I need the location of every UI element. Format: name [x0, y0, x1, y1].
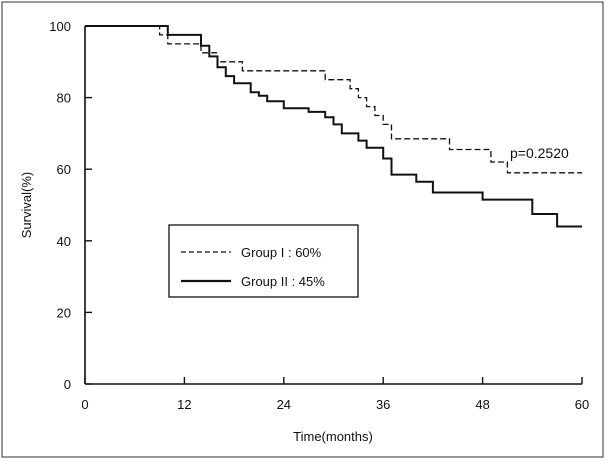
y-tick-label: 40 — [57, 234, 71, 249]
y-axis-title: Survival(%) — [19, 172, 34, 238]
x-tick-label: 60 — [575, 397, 589, 412]
series-line-group-2 — [85, 25, 582, 228]
x-tick-label: 24 — [277, 397, 291, 412]
x-tick-label: 12 — [177, 397, 191, 412]
y-tick-label: 20 — [57, 305, 71, 320]
legend-box — [168, 224, 359, 298]
p-value-annotation: p=0.2520 — [510, 145, 569, 161]
y-tick-label: 100 — [49, 19, 71, 34]
legend: Group I : 60% Group II : 45% — [168, 224, 359, 298]
y-tick-label: 80 — [57, 91, 71, 106]
legend-label-group-1: Group I : 60% — [241, 245, 322, 260]
x-axis-title: Time(months) — [293, 429, 373, 444]
y-tick-label: 0 — [64, 377, 71, 392]
legend-label-group-2: Group II : 45% — [241, 274, 325, 289]
x-tick-label: 0 — [81, 397, 88, 412]
y-tick-label: 60 — [57, 162, 71, 177]
series-line-group-1 — [85, 25, 582, 174]
x-tick-label: 48 — [475, 397, 489, 412]
x-tick-label: 36 — [376, 397, 390, 412]
